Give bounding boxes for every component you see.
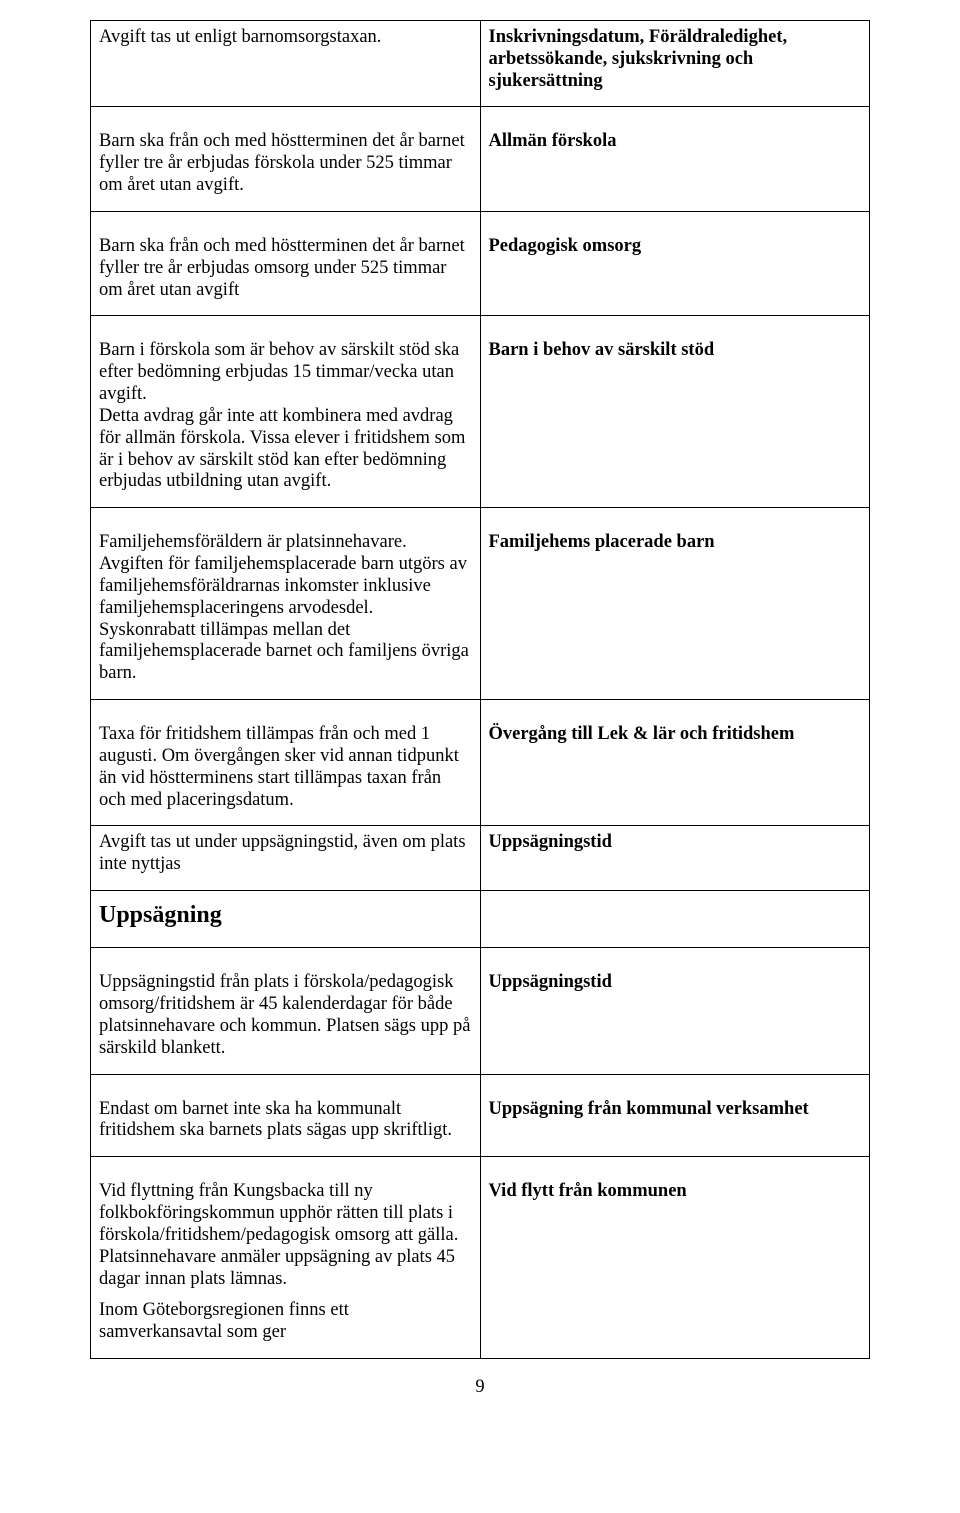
label-text: Övergång till Lek & lär och fritidshem <box>489 724 862 746</box>
rule-text: Avgift tas ut under uppsägningstid, även… <box>99 832 472 876</box>
rule-text: Familjehemsföräldern är platsinnehavare.… <box>99 532 472 685</box>
label-text: Uppsägning från kommunal verksamhet <box>489 1099 862 1121</box>
label-cell: Uppsägningstid <box>480 948 870 1074</box>
table-row: Uppsägningstid från plats i förskola/ped… <box>91 948 870 1074</box>
rule-text: Taxa för fritidshem tillämpas från och m… <box>99 724 472 811</box>
rule-cell: Barn ska från och med höstterminen det å… <box>91 211 481 315</box>
document-page: Avgift tas ut enligt barnomsorgstaxan. I… <box>0 0 960 1438</box>
label-cell: Övergång till Lek & lär och fritidshem <box>480 700 870 826</box>
label-cell: Uppsägningstid <box>480 826 870 891</box>
table-row: Endast om barnet inte ska ha kommunalt f… <box>91 1074 870 1157</box>
rule-text: Barn ska från och med höstterminen det å… <box>99 236 472 301</box>
rule-cell: Barn i förskola som är behov av särskilt… <box>91 316 481 508</box>
table-row: Avgift tas ut enligt barnomsorgstaxan. I… <box>91 21 870 107</box>
label-text: Pedagogisk omsorg <box>489 236 862 258</box>
rule-text: Barn i förskola som är behov av särskilt… <box>99 340 472 405</box>
label-cell: Vid flytt från kommunen <box>480 1157 870 1359</box>
rule-cell: Vid flyttning från Kungsbacka till ny fo… <box>91 1157 481 1359</box>
rule-text: Avgift tas ut enligt barnomsorgstaxan. <box>99 27 472 49</box>
rule-cell: Avgift tas ut under uppsägningstid, även… <box>91 826 481 891</box>
label-text: Uppsägningstid <box>489 972 862 994</box>
label-text: Inskrivningsdatum, Föräldraledighet, arb… <box>489 27 862 92</box>
table-row: Barn ska från och med höstterminen det å… <box>91 107 870 211</box>
table-row: Taxa för fritidshem tillämpas från och m… <box>91 700 870 826</box>
label-cell: Familjehems placerade barn <box>480 508 870 700</box>
heading-cell: Uppsägning <box>91 891 481 948</box>
table-row: Barn i förskola som är behov av särskilt… <box>91 316 870 508</box>
rule-cell: Uppsägningstid från plats i förskola/ped… <box>91 948 481 1074</box>
label-text: Allmän förskola <box>489 131 862 153</box>
label-text: Barn i behov av särskilt stöd <box>489 340 862 362</box>
table-row: Familjehemsföräldern är platsinnehavare.… <box>91 508 870 700</box>
label-cell-empty <box>480 891 870 948</box>
table-row-heading: Uppsägning <box>91 891 870 948</box>
rule-text: Inom Göteborgsregionen finns ett samverk… <box>99 1300 472 1344</box>
table-row: Avgift tas ut under uppsägningstid, även… <box>91 826 870 891</box>
rule-cell: Barn ska från och med höstterminen det å… <box>91 107 481 211</box>
label-text: Familjehems placerade barn <box>489 532 862 554</box>
label-text: Vid flytt från kommunen <box>489 1181 862 1203</box>
label-cell: Pedagogisk omsorg <box>480 211 870 315</box>
rule-text: Vid flyttning från Kungsbacka till ny fo… <box>99 1181 472 1290</box>
rule-text: Barn ska från och med höstterminen det å… <box>99 131 472 196</box>
label-cell: Inskrivningsdatum, Föräldraledighet, arb… <box>480 21 870 107</box>
table-row: Barn ska från och med höstterminen det å… <box>91 211 870 315</box>
label-text: Uppsägningstid <box>489 832 862 854</box>
label-cell: Uppsägning från kommunal verksamhet <box>480 1074 870 1157</box>
rule-cell: Familjehemsföräldern är platsinnehavare.… <box>91 508 481 700</box>
section-heading: Uppsägning <box>99 897 472 933</box>
label-cell: Allmän förskola <box>480 107 870 211</box>
label-cell: Barn i behov av särskilt stöd <box>480 316 870 508</box>
rule-cell: Avgift tas ut enligt barnomsorgstaxan. <box>91 21 481 107</box>
table-row: Vid flyttning från Kungsbacka till ny fo… <box>91 1157 870 1359</box>
rule-text: Uppsägningstid från plats i förskola/ped… <box>99 972 472 1059</box>
rule-cell: Endast om barnet inte ska ha kommunalt f… <box>91 1074 481 1157</box>
regulation-table: Avgift tas ut enligt barnomsorgstaxan. I… <box>90 20 870 1359</box>
rule-text: Detta avdrag går inte att kombinera med … <box>99 406 472 493</box>
page-number: 9 <box>90 1377 870 1398</box>
rule-text: Endast om barnet inte ska ha kommunalt f… <box>99 1099 472 1143</box>
rule-cell: Taxa för fritidshem tillämpas från och m… <box>91 700 481 826</box>
